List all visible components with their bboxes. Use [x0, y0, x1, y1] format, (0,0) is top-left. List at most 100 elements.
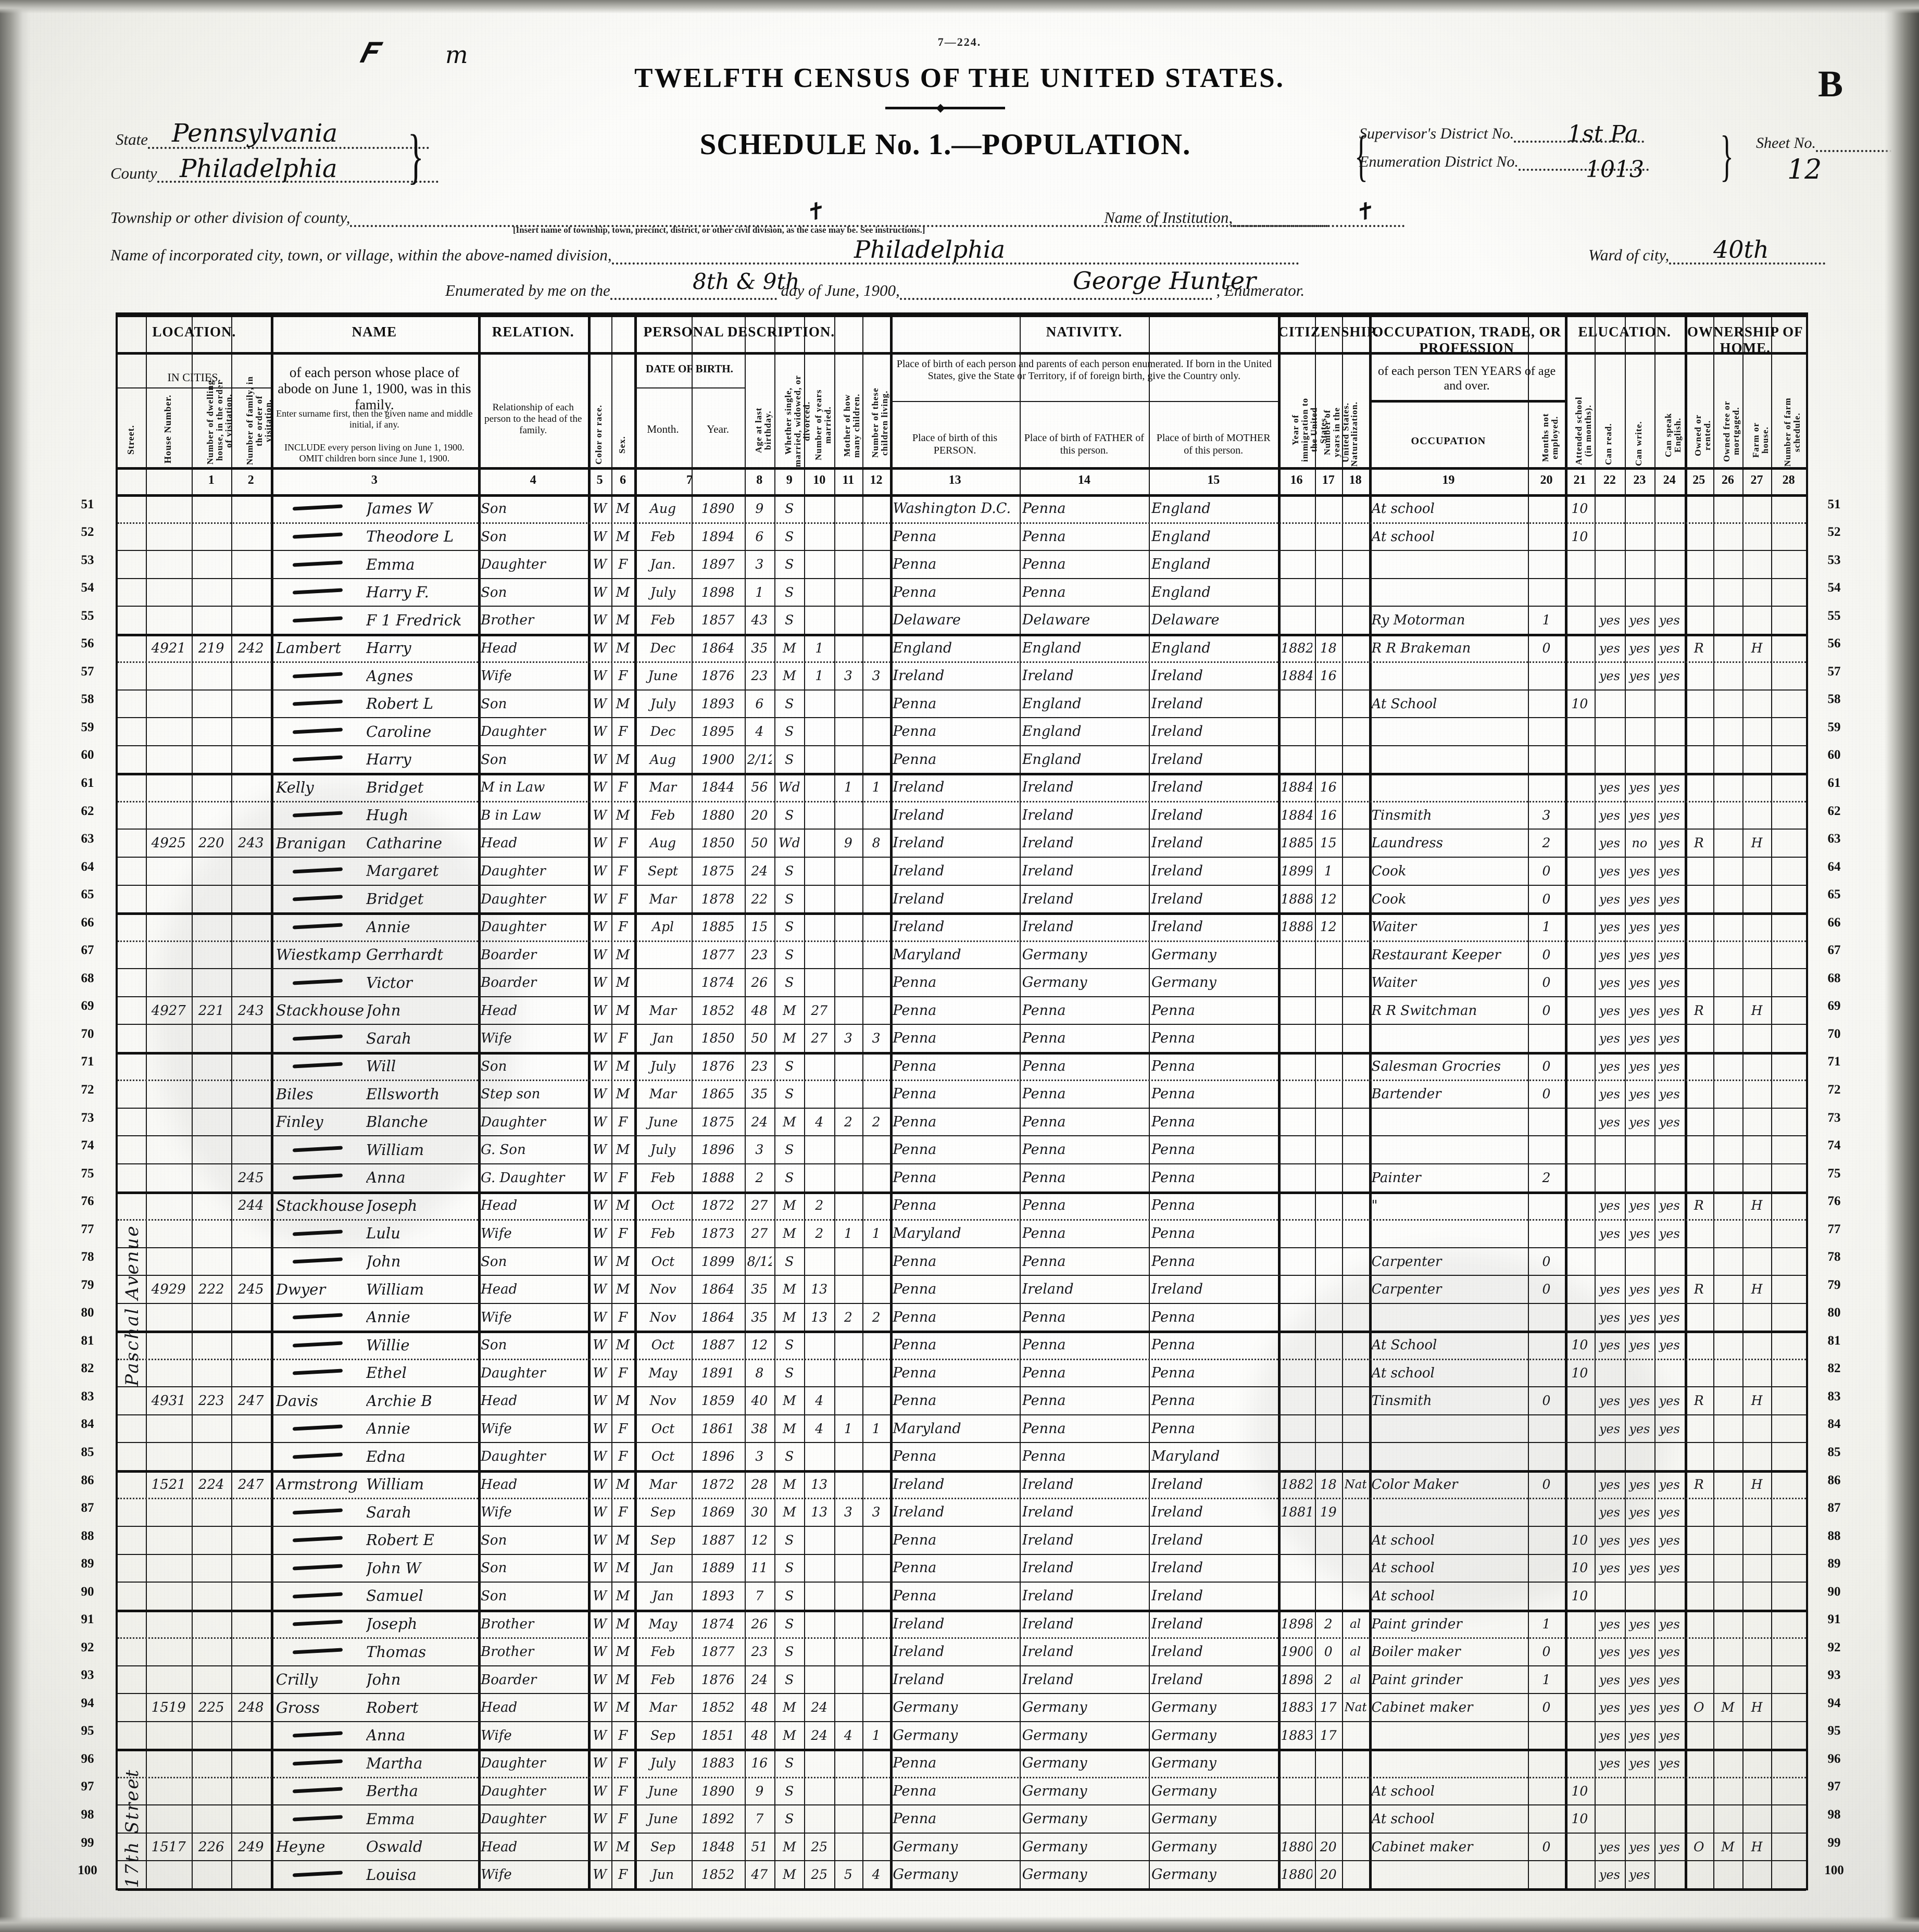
cell-birthplace-mother: Germany — [1151, 946, 1216, 963]
cell-marital-status: S — [785, 500, 794, 516]
city-value: Philadelphia — [854, 235, 1006, 264]
cell-can-read: yes — [1599, 1282, 1620, 1297]
cell-years-married: 2 — [815, 1226, 824, 1241]
cell-years-in-us: 16 — [1320, 807, 1337, 823]
cell-can-read: yes — [1599, 1087, 1620, 1102]
cell-birthplace-person: Ireland — [893, 807, 945, 823]
row-number: 70 — [81, 1026, 94, 1041]
cell-given-name: Samuel — [366, 1587, 423, 1605]
cell-marital-status: M — [782, 640, 796, 656]
cell-marital-status: S — [785, 947, 794, 962]
cell-birthplace-father: Germany — [1022, 1727, 1087, 1743]
cell-given-name: Joseph — [366, 1615, 418, 1633]
row-divider — [118, 1135, 1806, 1137]
cell-given-name: William — [366, 1475, 424, 1494]
cell-sex: M — [616, 947, 630, 963]
cell-color: W — [593, 1449, 607, 1465]
cell-family-number: 245 — [237, 1170, 264, 1186]
cell-birthplace-person: Penna — [893, 974, 937, 991]
cell-marital-status: S — [785, 557, 794, 572]
ditto-dash — [292, 978, 343, 985]
cell-can-speak-english: yes — [1659, 669, 1680, 684]
cell-family-number: 243 — [237, 1002, 264, 1019]
column-number-23: 23 — [1633, 473, 1646, 487]
cell-attended-school: 10 — [1571, 529, 1588, 544]
row-divider — [118, 745, 1806, 746]
cell-years-in-us: 20 — [1320, 1867, 1337, 1883]
cell-marital-status: M — [782, 1226, 796, 1241]
row-number: 72 — [81, 1082, 94, 1097]
cell-age: 3 — [755, 1449, 764, 1464]
row-number: 52 — [81, 525, 94, 540]
row-number: 73 — [81, 1110, 94, 1125]
mother-children-vlabel: Mother of how many children. — [842, 393, 862, 458]
row-divider — [118, 1525, 1806, 1527]
row-divider — [118, 1358, 1806, 1360]
cell-birth-month: Feb — [650, 1644, 675, 1660]
row-number: 69 — [81, 999, 94, 1013]
cell-can-speak-english: yes — [1659, 1477, 1680, 1492]
cell-birth-year: 1887 — [701, 1532, 735, 1548]
cell-given-name: John — [366, 1671, 401, 1689]
cell-birth-month: July — [650, 696, 676, 711]
form-number: 7—224. — [937, 35, 982, 48]
cell-birth-month: June — [648, 1811, 678, 1827]
cell-occupation: R R Brakeman — [1371, 640, 1471, 656]
ditto-dash — [292, 616, 343, 623]
cell-birthplace-father: Penna — [1022, 584, 1066, 600]
column-number-18: 18 — [1349, 473, 1362, 487]
column-number-24: 24 — [1663, 473, 1676, 487]
cell-occupation: Boiler maker — [1371, 1644, 1461, 1660]
cell-birthplace-person: Penna — [893, 1169, 937, 1186]
cell-sex: F — [618, 668, 628, 684]
cell-months-unemployed: 0 — [1542, 1700, 1551, 1715]
cell-dwelling-number: 224 — [198, 1476, 224, 1492]
cell-sex: M — [616, 751, 630, 768]
ditto-dash — [292, 1564, 343, 1571]
row-number: 95 — [81, 1724, 94, 1738]
district-brace-left: { — [1354, 125, 1368, 187]
row-divider — [118, 494, 1806, 497]
cell-marital-status: M — [782, 1867, 796, 1883]
row-number: 97 — [1827, 1779, 1841, 1794]
cell-birthplace-father: Ireland — [1022, 890, 1074, 907]
cell-birthplace-mother: Ireland — [1151, 1281, 1203, 1298]
cell-birthplace-person: Penna — [893, 556, 937, 573]
row-number: 60 — [1827, 748, 1841, 762]
column-number-27: 27 — [1750, 473, 1763, 487]
cell-birthplace-mother: Penna — [1151, 1169, 1195, 1186]
cell-age: 35 — [751, 1309, 768, 1325]
cell-birthplace-father: Penna — [1022, 1225, 1066, 1241]
row-number: 66 — [1827, 915, 1841, 930]
cell-months-unemployed: 0 — [1542, 891, 1551, 907]
cell-birthplace-father: Ireland — [1022, 1560, 1074, 1576]
row-number: 87 — [81, 1501, 94, 1515]
cell-years-in-us: 17 — [1320, 1700, 1337, 1715]
enumeration-district-value: 1013 — [1586, 156, 1644, 183]
ditto-dash — [292, 895, 343, 901]
supervisor-district-label: Supervisor's District No. — [1359, 125, 1514, 142]
cell-given-name: Victor — [366, 973, 412, 992]
cell-can-speak-english: yes — [1659, 947, 1680, 962]
cell-immigration-year: 1882 — [1281, 640, 1312, 656]
cell-relation: Boarder — [481, 975, 537, 991]
cell-birth-month: Oct — [651, 1449, 675, 1464]
cell-birthplace-mother: Ireland — [1151, 751, 1203, 768]
ditto-dash — [292, 1759, 343, 1766]
ditto-dash — [292, 1648, 343, 1654]
cell-attended-school: 10 — [1571, 1365, 1588, 1381]
ward-field: Ward of city, — [1588, 246, 1826, 265]
cell-birthplace-mother: Penna — [1151, 1030, 1195, 1047]
cell-relation: Head — [481, 640, 518, 656]
cell-relation: Daughter — [481, 557, 546, 573]
cell-years-in-us: 2 — [1324, 1616, 1333, 1632]
cell-color: W — [593, 1839, 607, 1855]
row-number: 98 — [81, 1808, 94, 1822]
cell-sex: M — [616, 612, 630, 629]
cell-months-unemployed: 0 — [1542, 863, 1551, 879]
cell-farm-or-house: H — [1751, 640, 1763, 656]
cell-sex: M — [616, 1086, 630, 1102]
ditto-dash — [292, 588, 343, 595]
cell-mother-children: 3 — [844, 668, 852, 684]
cell-birthplace-father: Ireland — [1022, 1615, 1074, 1632]
